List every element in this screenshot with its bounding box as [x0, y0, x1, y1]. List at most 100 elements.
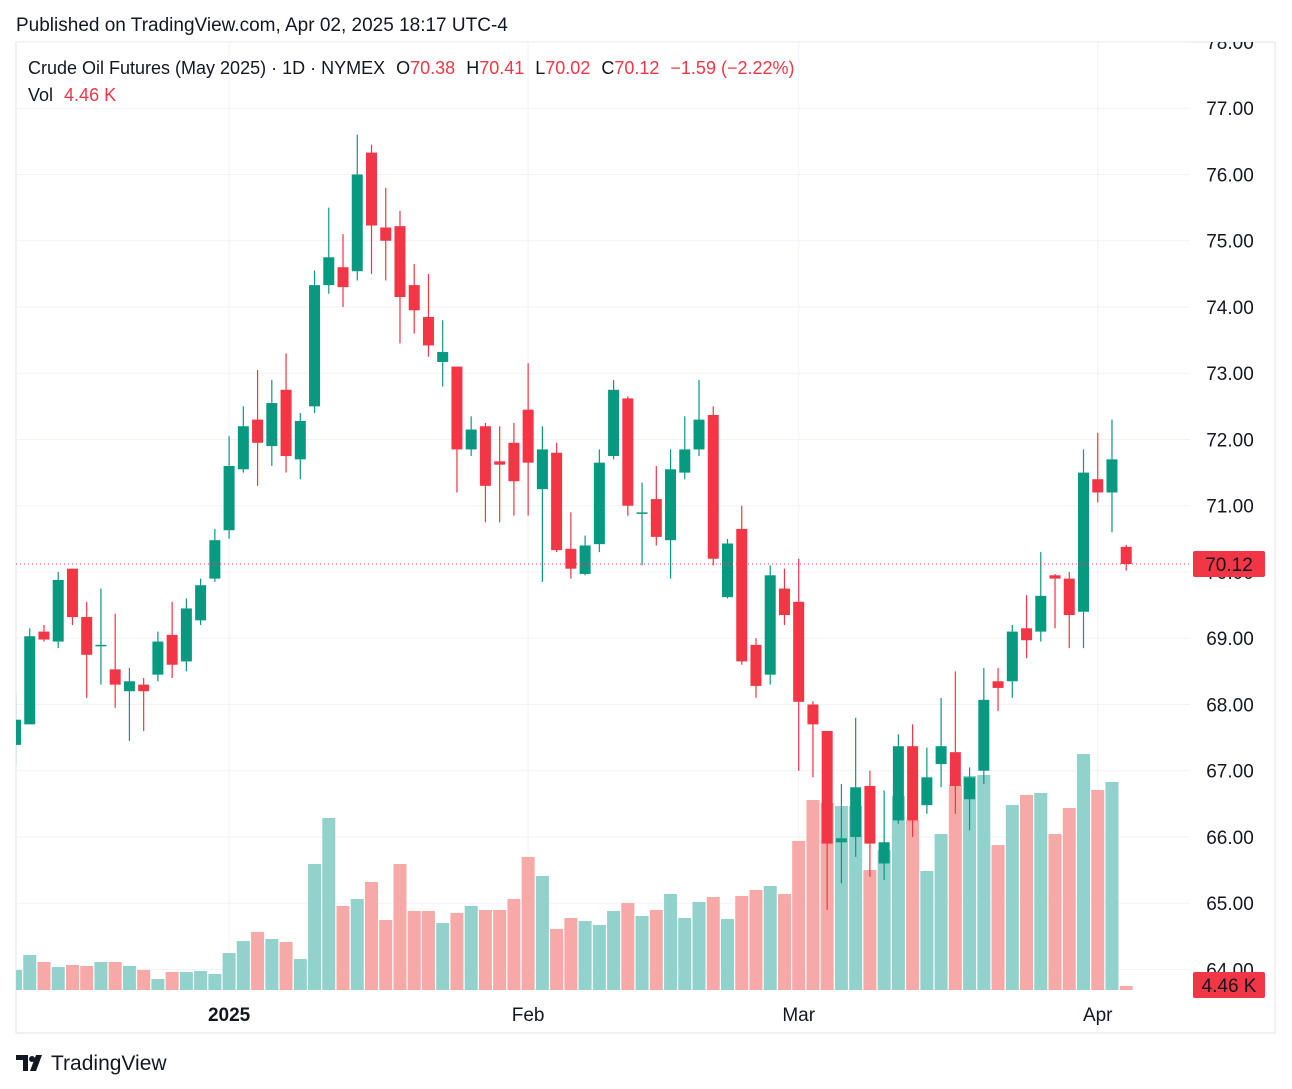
volume-bar: [963, 776, 977, 990]
candle-body: [907, 746, 919, 821]
volume-bar: [550, 929, 564, 990]
volume-bar: [763, 886, 777, 990]
volume-bar: [749, 890, 763, 990]
candle-body: [1063, 578, 1075, 616]
candle-body: [807, 704, 819, 725]
volume-bar: [208, 974, 222, 990]
volume-bar: [478, 910, 492, 990]
candle-body: [280, 389, 292, 457]
volume-bar: [578, 921, 592, 990]
candle-body: [850, 787, 862, 837]
volume-bar: [194, 971, 208, 990]
volume-bar: [592, 925, 606, 990]
volume-bar: [991, 845, 1005, 990]
candle-body: [81, 617, 93, 655]
candle-body: [992, 681, 1004, 688]
volume-bar: [1062, 808, 1076, 990]
candle-body: [878, 842, 890, 864]
volume-bar: [806, 800, 820, 990]
volume-bar: [920, 871, 934, 990]
volume-bar: [777, 894, 791, 990]
legend-high: 70.41: [479, 58, 524, 78]
volume-bar: [891, 796, 905, 990]
published-note: Published on TradingView.com, Apr 02, 20…: [16, 15, 508, 36]
volume-bar: [308, 864, 322, 990]
legend-c: C: [601, 58, 614, 78]
candle-body: [1120, 546, 1132, 565]
candle-body: [123, 681, 135, 692]
candle-body: [180, 608, 192, 662]
volume-bar: [1119, 985, 1133, 990]
y-tick-label: 78.00: [1206, 33, 1254, 54]
volume-bar: [877, 850, 891, 990]
price-tags: 70.12 4.46 K: [1193, 551, 1265, 998]
candle-body: [1035, 595, 1047, 632]
logo-text: TradingView: [51, 1052, 167, 1075]
candle-body: [593, 462, 605, 545]
volume-bar: [1020, 795, 1034, 990]
candle-body: [451, 366, 463, 450]
candle-body: [494, 461, 506, 465]
last-volume-label: 4.46 K: [1202, 976, 1257, 997]
volume-bar: [1048, 834, 1062, 990]
y-tick-label: 74.00: [1206, 298, 1254, 319]
volume-bar: [1105, 782, 1119, 990]
volume-bar: [863, 870, 877, 990]
volume-bar: [421, 911, 435, 990]
volume-bar: [365, 882, 378, 990]
volume-bar: [906, 820, 920, 990]
candle-body: [622, 398, 634, 506]
candle-body: [821, 730, 833, 844]
candle-body: [1106, 459, 1118, 493]
candle-body: [408, 285, 420, 311]
volume-bar: [279, 942, 293, 990]
volume-bar: [934, 834, 948, 990]
candle-body: [764, 575, 776, 675]
volume-bar: [706, 897, 720, 990]
candle-body: [366, 152, 377, 226]
volume-bar: [493, 910, 507, 990]
candle-body: [209, 540, 221, 579]
candle-body: [508, 442, 520, 482]
candle-body: [1092, 479, 1104, 493]
volume-bar: [692, 902, 706, 990]
candle-body: [309, 285, 321, 407]
candle-body: [380, 227, 392, 241]
volume-bar: [735, 896, 749, 990]
candle-body: [864, 785, 876, 844]
legend-title: Crude Oil Futures (May 2025) · 1D · NYME…: [28, 58, 385, 78]
last-price-tag: [1193, 551, 1265, 578]
volume-bar: [450, 913, 464, 990]
price-axis: 64.0065.0066.0067.0068.0069.0070.0071.00…: [1206, 33, 1254, 981]
candle-body: [693, 419, 705, 450]
candle-body: [935, 746, 947, 765]
volume-bar: [564, 918, 578, 990]
candle-body: [665, 469, 677, 541]
x-tick-label: Mar: [782, 1005, 815, 1026]
candle-body: [650, 499, 662, 537]
candle-body: [1078, 472, 1089, 612]
x-tick-label: Feb: [512, 1005, 545, 1026]
candle-body: [522, 409, 534, 463]
legend-o: O: [396, 58, 410, 78]
volume-bar: [1034, 793, 1048, 990]
candle-body: [978, 699, 990, 771]
candle-body: [892, 746, 904, 821]
candle-body: [722, 543, 733, 598]
legend-l: L: [535, 58, 545, 78]
candle-body: [793, 601, 805, 702]
volume-bar: [635, 916, 649, 990]
volume-bar: [51, 967, 65, 990]
volume-bar: [251, 932, 265, 990]
y-tick-label: 67.00: [1206, 762, 1254, 783]
candle-body: [95, 644, 107, 647]
candle-body: [152, 641, 164, 675]
candle-body: [138, 684, 150, 692]
candle-body: [109, 669, 121, 685]
candle-body: [1021, 628, 1033, 641]
logo: TradingView: [16, 1052, 167, 1075]
volume-bar: [464, 906, 478, 990]
volume-bar: [535, 876, 549, 990]
